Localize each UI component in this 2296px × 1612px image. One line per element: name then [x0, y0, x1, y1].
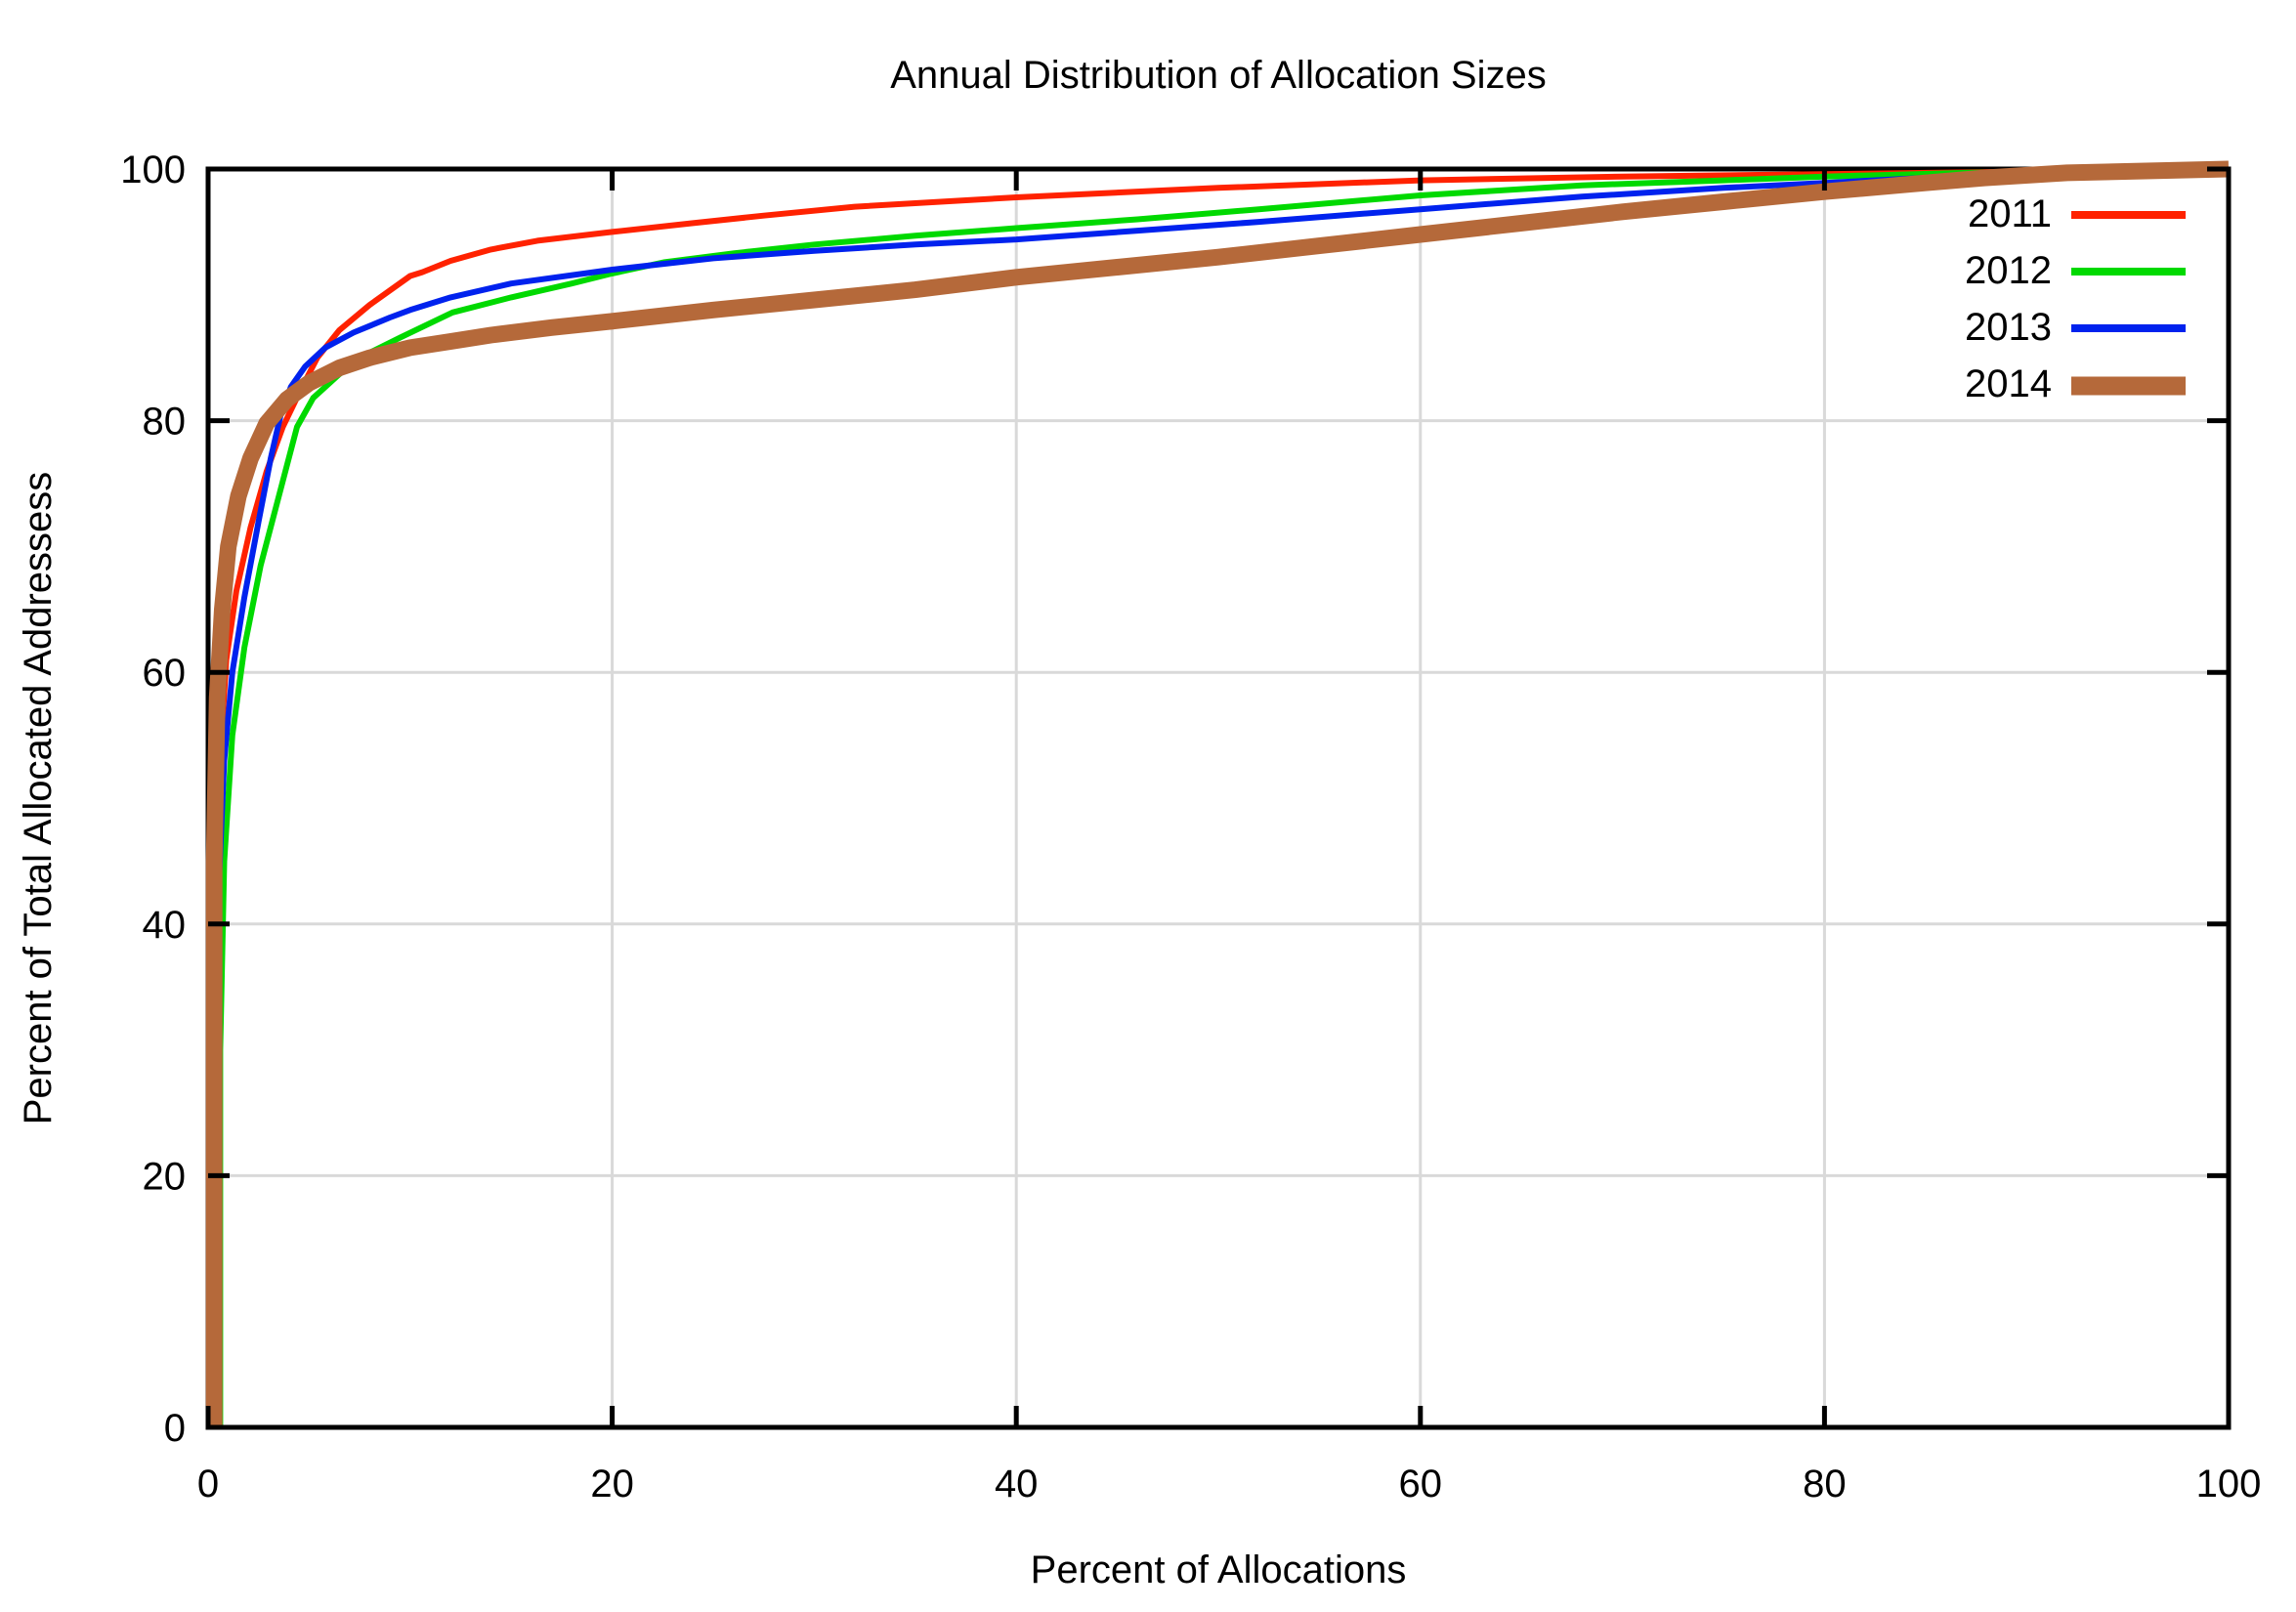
y-tick-label-40: 40 [143, 904, 187, 947]
x-tick-label-80: 80 [1803, 1463, 1847, 1506]
x-tick-label-20: 20 [590, 1463, 634, 1506]
x-tick-label-100: 100 [2196, 1463, 2262, 1506]
x-tick-label-0: 0 [197, 1463, 219, 1506]
plot-area: 0 20 40 60 80 100 0 20 40 60 80 100 [120, 148, 2261, 1506]
legend-label-2014: 2014 [1965, 362, 2052, 405]
legend-label-2013: 2013 [1965, 306, 2052, 349]
series-line-2011 [214, 166, 2230, 1427]
plot-border [205, 166, 2232, 1430]
series-line-2012 [217, 166, 2230, 1427]
y-axis-label: Percent of Total Allocated Addressess [17, 472, 60, 1125]
legend-entry-2012: 2012 [1965, 249, 2186, 292]
y-tick-label-100: 100 [120, 148, 186, 191]
legend-label-2011: 2011 [1968, 192, 2052, 235]
y-tick-label-80: 80 [143, 401, 187, 444]
y-tick-label-20: 20 [143, 1155, 187, 1198]
y-tick-label-0: 0 [164, 1407, 186, 1450]
series-line-2013 [212, 166, 2230, 1427]
x-axis-label: Percent of Allocations [1031, 1548, 1407, 1591]
y-tick-label-60: 60 [143, 652, 187, 695]
legend-entry-2011: 2011 [1968, 192, 2186, 235]
legend-entry-2014: 2014 [1965, 362, 2186, 405]
legend-entry-2013: 2013 [1965, 306, 2186, 349]
legend-label-2012: 2012 [1965, 249, 2052, 292]
chart-title: Annual Distribution of Allocation Sizes [890, 54, 1546, 97]
x-tick-label-40: 40 [995, 1463, 1039, 1506]
legend: 2011 2012 2013 2014 [1965, 192, 2186, 405]
x-tick-label-60: 60 [1399, 1463, 1443, 1506]
series-line-2014 [205, 160, 2230, 1427]
